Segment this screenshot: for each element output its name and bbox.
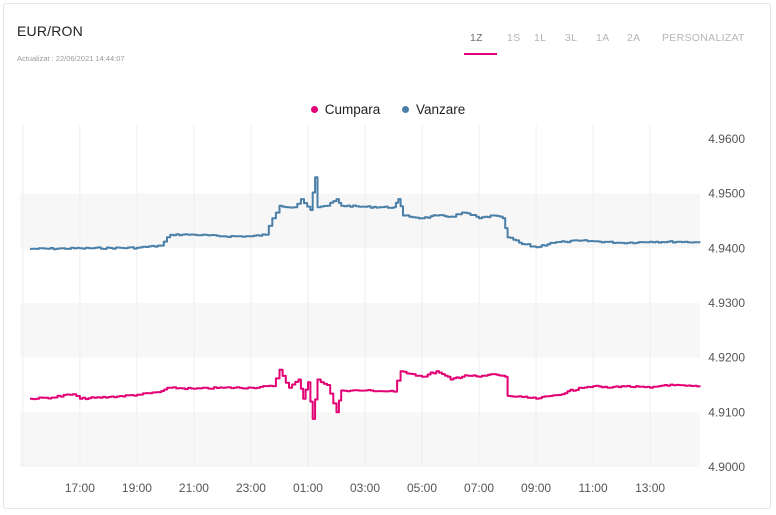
x-tick-label: 03:00 xyxy=(350,481,380,495)
legend-label-cumpara: Cumpara xyxy=(324,102,381,117)
x-axis-ticks: 17:00 19:00 21:00 23:00 01:00 03:00 05:00 07:00… xyxy=(65,481,666,495)
series-line-cumpara xyxy=(30,368,701,420)
y-tick-label: 4.9100 xyxy=(708,405,745,419)
x-tick-label: 01:00 xyxy=(293,481,323,495)
chart-band xyxy=(20,412,700,467)
page-title: EUR/RON xyxy=(17,23,83,39)
x-tick-label: 21:00 xyxy=(179,481,209,495)
y-tick-label: 4.9000 xyxy=(708,460,745,474)
chart-band xyxy=(20,303,700,358)
x-tick-label: 13:00 xyxy=(635,481,665,495)
tab-1a[interactable]: 1A xyxy=(596,32,610,44)
x-gridlines xyxy=(22,125,651,467)
chart-series xyxy=(30,176,701,420)
chart-band xyxy=(20,193,700,249)
tab-1z[interactable]: 1Z xyxy=(470,32,483,44)
active-tab-indicator xyxy=(464,53,497,55)
y-tick-label: 4.9300 xyxy=(708,296,745,310)
x-tick-label: 11:00 xyxy=(579,481,608,495)
chart-bands xyxy=(20,193,700,467)
y-tick-label: 4.9400 xyxy=(708,241,745,255)
tab-3l[interactable]: 3L xyxy=(565,32,578,44)
tab-1l[interactable]: 1L xyxy=(534,32,547,44)
x-tick-label: 07:00 xyxy=(464,481,494,495)
last-updated-timestamp: Actualizat : 22/06/2021 14:44:07 xyxy=(17,54,125,63)
legend-dot-cumpara xyxy=(310,106,318,113)
legend-item-cumpara[interactable]: Cumpara xyxy=(310,102,381,117)
legend-item-vanzare[interactable]: Vanzare xyxy=(402,102,465,117)
y-tick-label: 4.9200 xyxy=(708,351,745,365)
tab-1s[interactable]: 1S xyxy=(507,32,521,44)
tab-2a[interactable]: 2A xyxy=(627,32,641,44)
series-line-vanzare xyxy=(30,176,701,251)
y-tick-label: 4.9600 xyxy=(708,132,745,146)
x-tick-label: 05:00 xyxy=(407,481,437,495)
tab-personalizat[interactable]: PERSONALIZAT xyxy=(662,32,745,44)
legend-dot-vanzare xyxy=(402,106,409,113)
x-tick-label: 17:00 xyxy=(65,481,95,495)
x-tick-label: 19:00 xyxy=(122,481,152,495)
chart-legend: Cumpara Vanzare xyxy=(0,101,776,117)
x-tick-label: 09:00 xyxy=(521,481,551,495)
y-axis-ticks: 4.9600 4.9500 4.9400 4.9300 4.9200 4.9100 4.90… xyxy=(708,132,745,474)
y-tick-label: 4.9500 xyxy=(708,187,745,201)
legend-label-vanzare: Vanzare xyxy=(416,102,466,117)
x-tick-label: 23:00 xyxy=(236,481,266,495)
